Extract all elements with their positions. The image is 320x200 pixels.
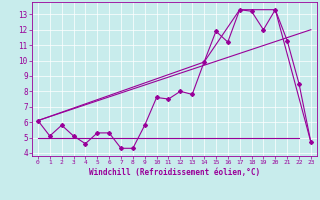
X-axis label: Windchill (Refroidissement éolien,°C): Windchill (Refroidissement éolien,°C) <box>89 168 260 177</box>
